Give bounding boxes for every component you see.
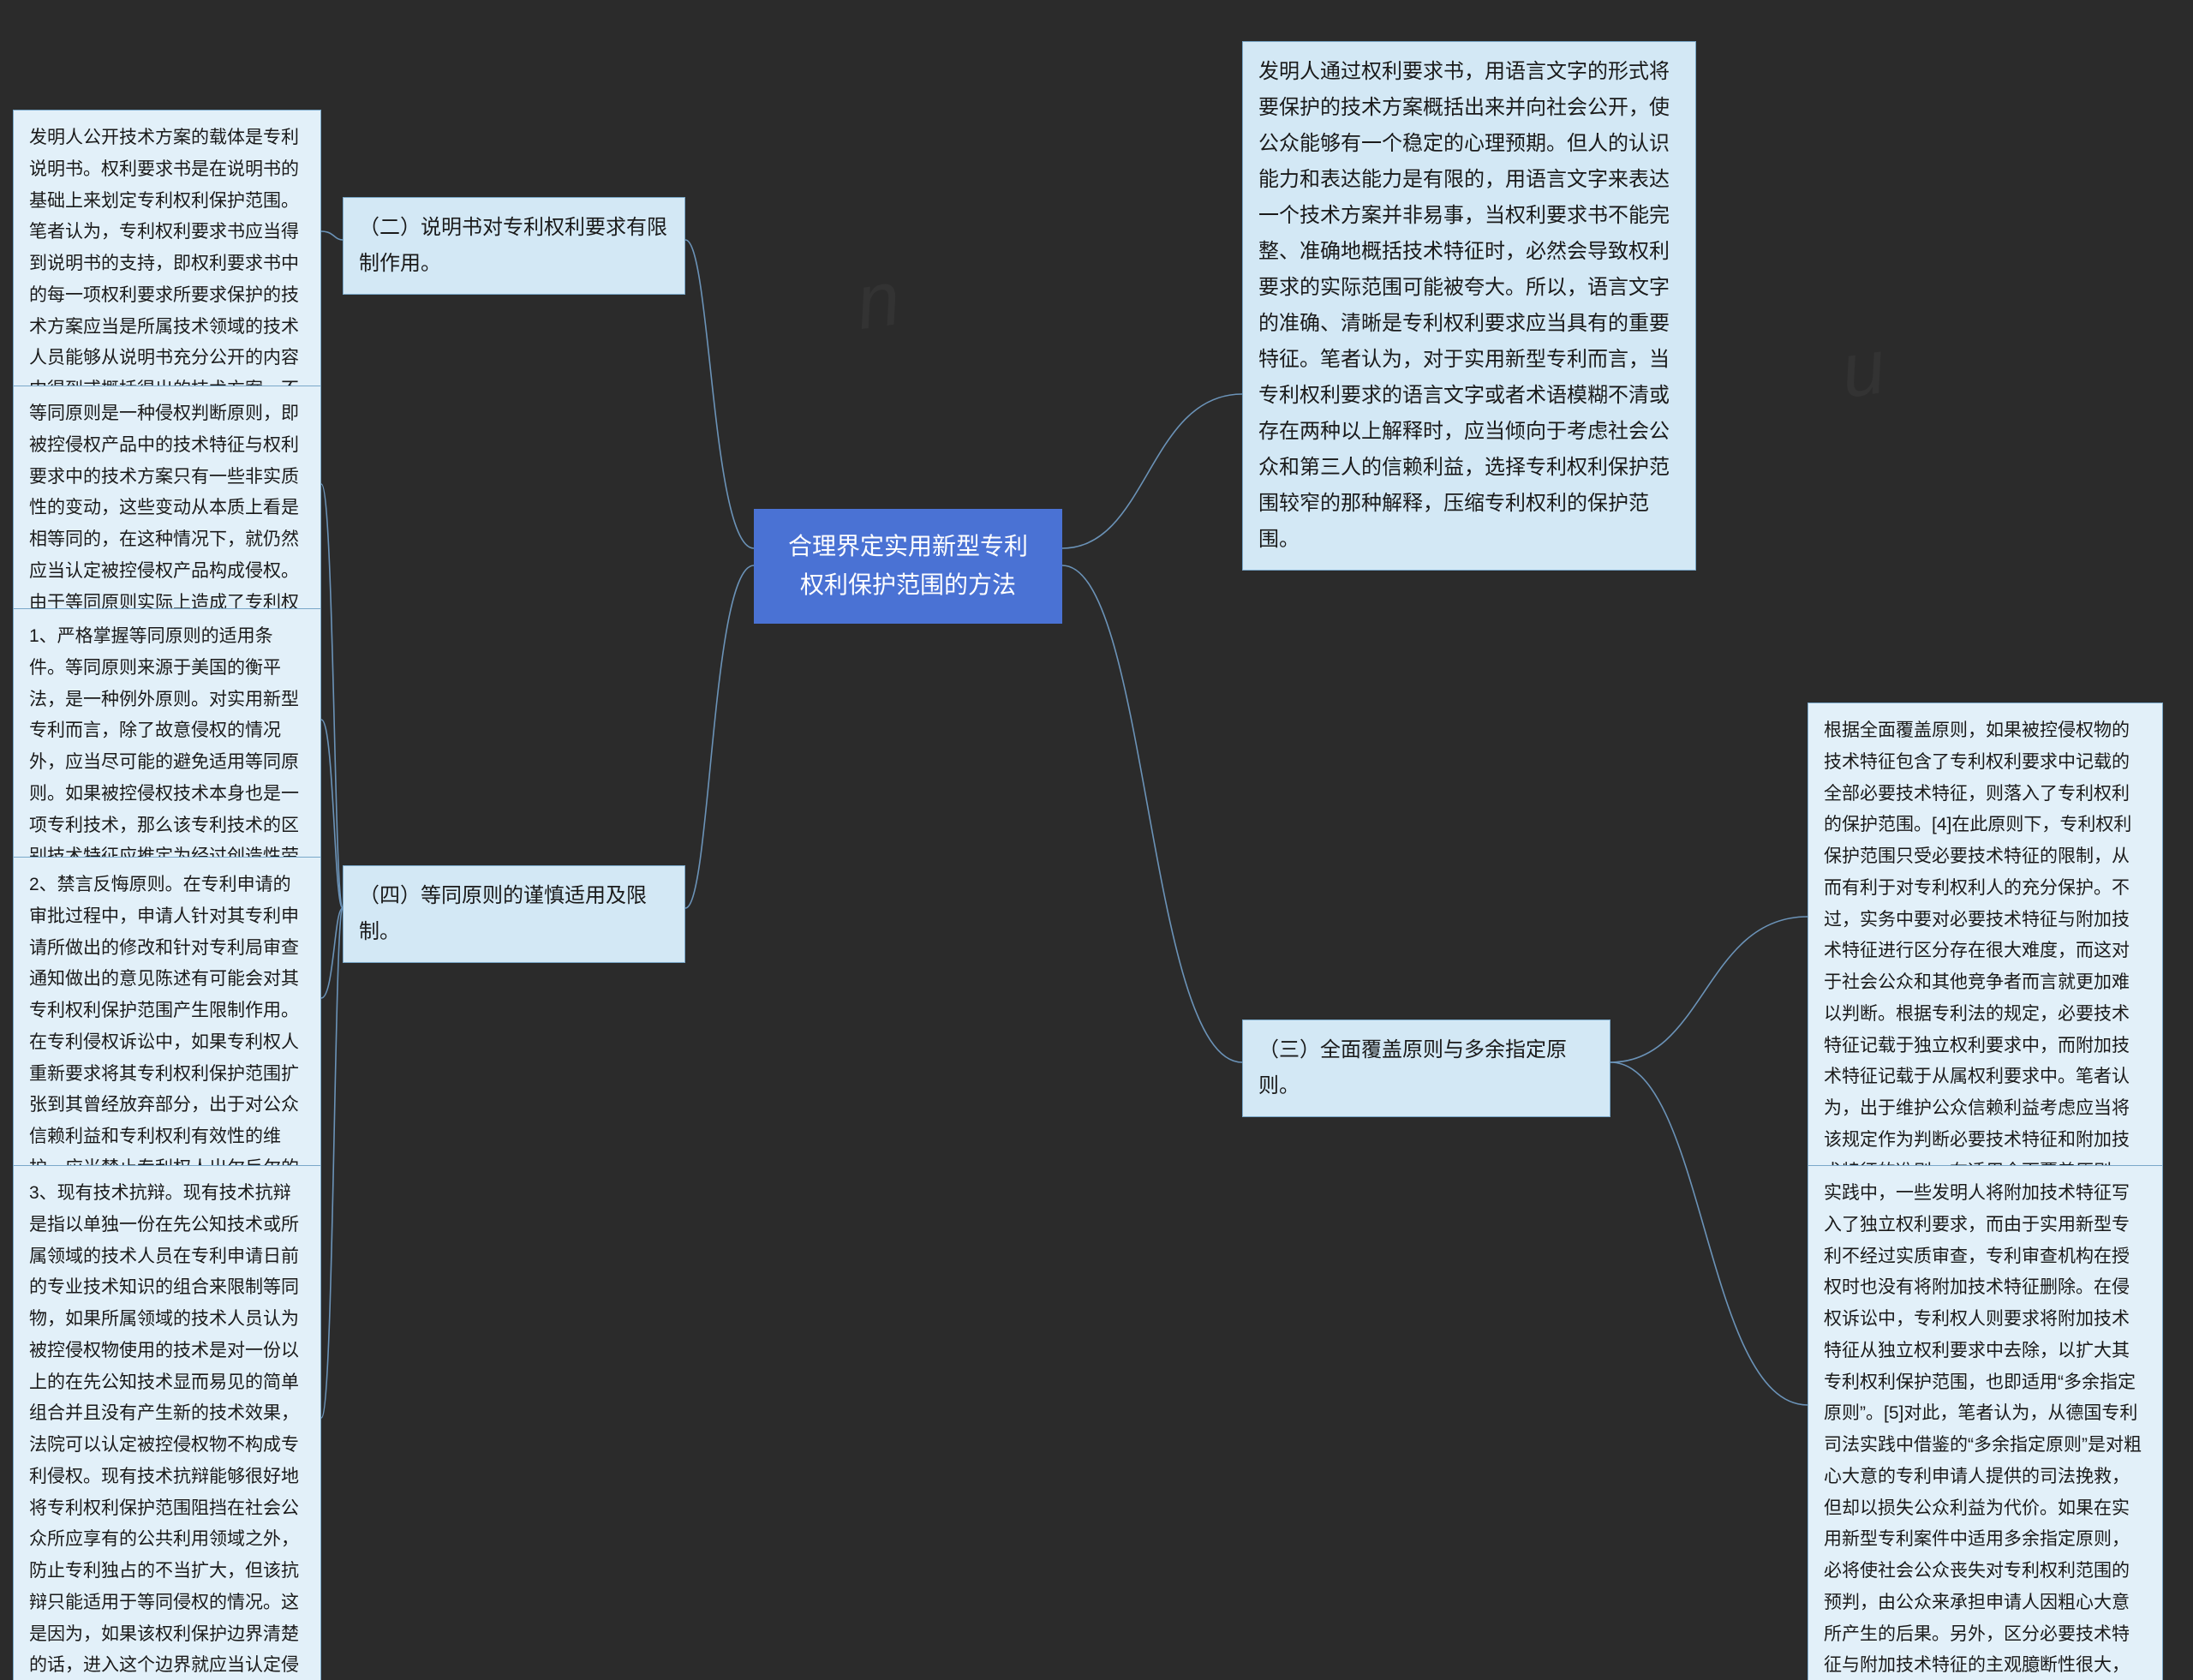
branch-4: （四）等同原则的谨慎适用及限制。 (343, 865, 685, 963)
leaf-3b: 实践中，一些发明人将附加技术特征写入了独立权利要求，而由于实用新型专利不经过实质… (1808, 1165, 2163, 1680)
branch-2: （二）说明书对专利权利要求有限制作用。 (343, 197, 685, 295)
leaf-3b-text: 实践中，一些发明人将附加技术特征写入了独立权利要求，而由于实用新型专利不经过实质… (1824, 1183, 2142, 1680)
branch-3: （三）全面覆盖原则与多余指定原则。 (1242, 1019, 1610, 1117)
branch-1-text: 发明人通过权利要求书，用语言文字的形式将要保护的技术方案概括出来并向社会公开，使… (1258, 60, 1670, 551)
branch-3-text: （三）全面覆盖原则与多余指定原则。 (1258, 1038, 1567, 1097)
branch-4-text: （四）等同原则的谨慎适用及限制。 (359, 884, 647, 943)
watermark: n (851, 254, 905, 348)
root-title: 合理界定实用新型专利权利保护范围的方法 (788, 533, 1028, 598)
leaf-4d: 3、现有技术抗辩。现有技术抗辩是指以单独一份在先公知技术或所属领域的技术人员在专… (13, 1165, 321, 1680)
root-node: 合理界定实用新型专利权利保护范围的方法 (754, 509, 1062, 624)
watermark: u (1836, 323, 1891, 416)
branch-1: 发明人通过权利要求书，用语言文字的形式将要保护的技术方案概括出来并向社会公开，使… (1242, 41, 1696, 571)
branch-2-text: （二）说明书对专利权利要求有限制作用。 (359, 216, 667, 275)
leaf-4d-text: 3、现有技术抗辩。现有技术抗辩是指以单独一份在先公知技术或所属领域的技术人员在专… (29, 1183, 299, 1680)
